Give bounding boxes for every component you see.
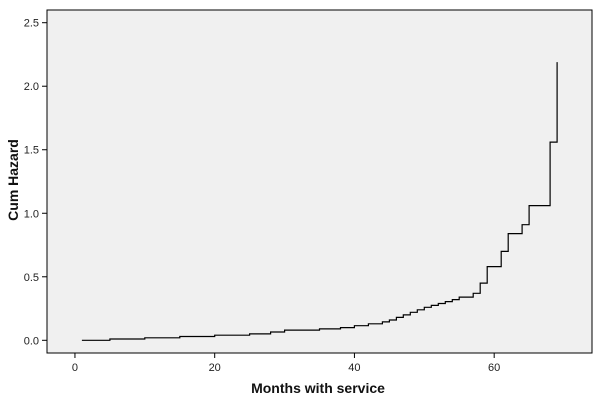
- y-axis: 0.0 0.5 1.0 1.5 2.0 2.5: [24, 18, 47, 347]
- x-tick-label: 20: [209, 362, 221, 374]
- x-tick-label: 60: [488, 362, 500, 374]
- plot-area: [46, 9, 593, 354]
- series-layer: [81, 62, 558, 341]
- x-tick-label: 0: [72, 362, 78, 374]
- x-tick-label: 40: [348, 362, 360, 374]
- y-tick-label: 2.5: [24, 18, 39, 30]
- y-tick-label: 2.0: [24, 81, 39, 93]
- y-axis-title: Cum Hazard: [5, 139, 21, 221]
- y-tick-label: 0.5: [24, 272, 39, 284]
- y-tick-label: 1.5: [24, 145, 39, 157]
- x-axis: 0 20 40 60: [72, 353, 500, 374]
- x-axis-title: Months with service: [251, 380, 385, 396]
- plot-frame: [46, 9, 593, 354]
- cumulative-hazard-step-line: [81, 62, 558, 341]
- y-tick-label: 0.0: [24, 335, 39, 347]
- y-tick-label: 1.0: [24, 208, 39, 220]
